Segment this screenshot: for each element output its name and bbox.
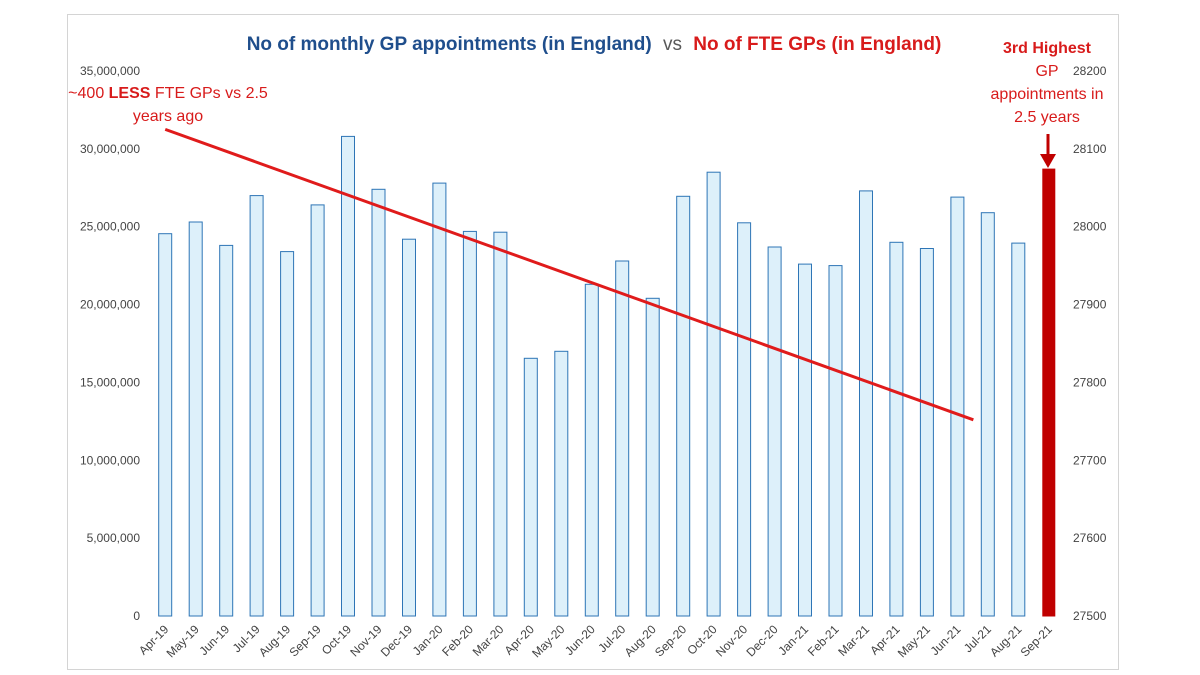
bar (919, 248, 934, 617)
x-axis-tick-label: Feb-20 (439, 622, 476, 659)
bar (402, 238, 416, 617)
x-axis-tick-label: Aug-21 (987, 622, 1024, 659)
chart-title: No of monthly GP appointments (in Englan… (247, 34, 942, 55)
x-axis-tick-label: Jan-20 (410, 622, 446, 658)
bar (889, 241, 904, 617)
bar (737, 222, 752, 617)
left-axis-tick-label: 10,000,000 (80, 453, 140, 467)
left-axis-tick-label: 0 (133, 609, 140, 623)
right-annotation-line1: 3rd Highest (1003, 40, 1092, 57)
x-axis-tick-label: Nov-20 (713, 622, 750, 659)
right-axis-tick-label: 28000 (1073, 220, 1107, 234)
bar (371, 188, 386, 617)
bar-highlight (1042, 168, 1056, 617)
left-axis-tick-label: 35,000,000 (80, 64, 140, 78)
right-axis-tick-label: 27600 (1073, 531, 1107, 545)
left-axis-tick-label: 15,000,000 (80, 375, 140, 389)
x-axis-tick-label: May-20 (529, 622, 567, 660)
bar (828, 265, 843, 617)
title-vs: vs (663, 34, 682, 55)
title-fte-gps: No of FTE GPs (in England) (693, 34, 941, 55)
left-annotation-bold: LESS (109, 85, 151, 102)
left-axis-tick-label: 20,000,000 (80, 298, 140, 312)
right-axis-tick-label: 27800 (1073, 375, 1107, 389)
bars (158, 135, 1056, 617)
left-axis-tick-label: 5,000,000 (87, 531, 141, 545)
left-axis: 0 5,000,000 10,000,000 15,000,000 20,000,000… (80, 64, 140, 623)
bar (219, 244, 234, 617)
bar (249, 195, 264, 617)
x-axis-tick-label: Jan-21 (775, 622, 811, 658)
x-axis-tick-label: Jun-19 (196, 622, 232, 658)
x-axis-tick-label: Nov-19 (347, 622, 384, 659)
left-annotation-prefix: ~400 (68, 85, 108, 102)
bar (859, 190, 873, 617)
x-axis-tick-label: Sep-20 (652, 622, 689, 659)
x-axis-tick-label: Mar-20 (470, 622, 507, 659)
x-axis-tick-label: Sep-21 (1018, 622, 1055, 659)
left-axis-tick-label: 25,000,000 (80, 220, 140, 234)
bar (950, 196, 965, 617)
left-annotation-suffix: FTE GPs vs 2.5 (150, 85, 267, 102)
x-axis-tick-label: Sep-19 (286, 622, 323, 659)
fte-gp-trend-line (164, 127, 974, 422)
bar (645, 297, 660, 617)
bar (676, 195, 691, 617)
bar (615, 260, 630, 617)
right-axis-tick-label: 27900 (1073, 298, 1107, 312)
bar (554, 350, 569, 617)
x-axis-tick-label: Jun-20 (562, 622, 598, 658)
right-axis-tick-label: 27500 (1073, 609, 1107, 623)
x-axis-tick-label: Mar-21 (835, 622, 872, 659)
bar (432, 182, 447, 617)
right-axis-tick-label: 28200 (1073, 64, 1107, 78)
x-axis-labels: Apr-19May-19Jun-19Jul-19Aug-19Sep-19Oct-… (136, 622, 1055, 660)
right-annotation-line2: GP (1035, 63, 1058, 80)
right-axis-tick-label: 27700 (1073, 453, 1107, 467)
bar (462, 230, 477, 617)
x-axis-tick-label: Jun-21 (928, 622, 964, 658)
right-annotation-line4: 2.5 years (1014, 109, 1080, 126)
arrow-head-icon (1040, 154, 1056, 168)
left-annotation-line1: ~400 LESS FTE GPs vs 2.5 (68, 85, 268, 102)
x-axis-tick-label: Dec-19 (378, 622, 415, 659)
bar (188, 221, 203, 617)
right-axis: 27500 27600 27700 27800 27900 28000 28100 28200 (1073, 64, 1107, 623)
x-axis-tick-label: May-19 (164, 622, 202, 660)
x-axis-tick-label: May-21 (895, 622, 933, 660)
left-annotation-line2: years ago (133, 108, 203, 125)
bar (798, 263, 812, 617)
bar (767, 246, 782, 617)
left-axis-tick-label: 30,000,000 (80, 142, 140, 156)
right-annotation-line3: appointments in (991, 86, 1104, 103)
bar (158, 233, 173, 617)
bar (980, 212, 995, 617)
x-axis-tick-label: Dec-20 (743, 622, 780, 659)
x-axis-tick-label: Aug-20 (622, 622, 659, 659)
bar (310, 204, 325, 617)
bar (523, 357, 538, 617)
x-axis-tick-label: Feb-21 (805, 622, 842, 659)
bar (1011, 242, 1026, 617)
right-axis-tick-label: 28100 (1073, 142, 1107, 156)
x-axis-tick-label: Aug-19 (256, 622, 293, 659)
bar (706, 171, 721, 617)
bar (280, 251, 295, 617)
bar (493, 231, 508, 617)
title-appointments: No of monthly GP appointments (in Englan… (247, 34, 652, 55)
bar (341, 135, 355, 617)
bar (584, 283, 599, 617)
